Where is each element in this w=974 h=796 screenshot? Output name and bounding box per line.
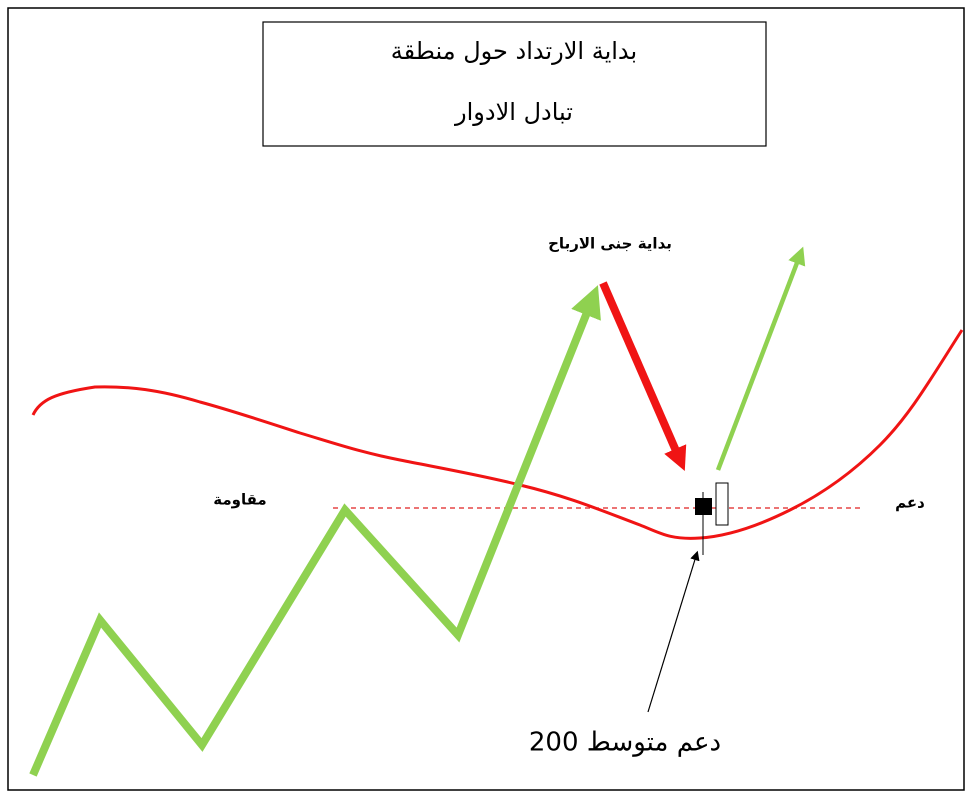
up-arrow	[715, 246, 806, 471]
down-arrow	[599, 281, 687, 472]
frame	[7, 7, 965, 791]
label: مقاومة	[213, 491, 266, 509]
label: بداية جنى الارباح	[548, 235, 672, 253]
candle	[695, 498, 712, 515]
title-line: تبادل الادوار	[454, 98, 573, 126]
pointer-arrow	[647, 550, 700, 713]
candle	[715, 482, 729, 526]
label: دعم	[895, 494, 925, 512]
moving-average	[31, 329, 964, 540]
label: دعم متوسط 200	[529, 728, 721, 758]
price-path	[29, 285, 601, 777]
title-box	[262, 21, 767, 147]
title-line: بداية الارتداد حول منطقة	[391, 37, 637, 65]
